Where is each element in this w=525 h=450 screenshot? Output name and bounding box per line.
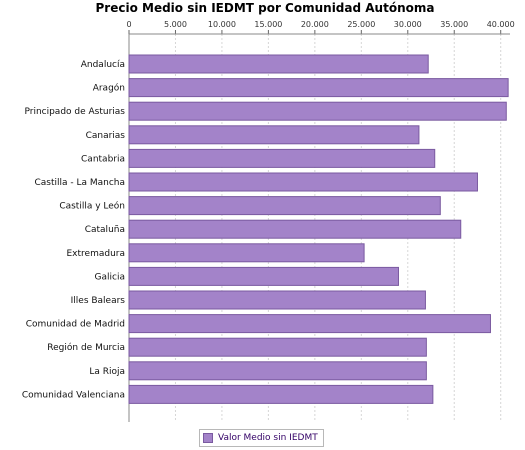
category-label: Andalucía — [81, 60, 125, 70]
category-label: Canarias — [86, 131, 126, 141]
category-label: Illes Balears — [71, 296, 126, 306]
bar — [128, 54, 429, 74]
bar — [128, 101, 507, 121]
bar — [128, 361, 427, 381]
category-label: Cataluña — [85, 225, 125, 235]
x-axis-tick-labels: 0 5.000 10.000 15.000 20.000 25.000 30.000 35.0… — [126, 20, 514, 29]
category-label: La Rioja — [89, 367, 125, 377]
chart-title: Precio Medio sin IEDMT por Comunidad Aut… — [96, 1, 435, 15]
legend: Valor Medio sin IEDMT — [199, 429, 324, 447]
legend-label: Valor Medio sin IEDMT — [218, 433, 318, 443]
category-label: Comunidad Valenciana — [22, 390, 125, 400]
category-label: Región de Murcia — [47, 342, 125, 353]
legend-swatch — [203, 433, 213, 443]
x-tick-label: 0 — [126, 20, 131, 29]
bar — [128, 148, 436, 168]
bar — [128, 196, 441, 216]
bar — [128, 337, 427, 357]
category-labels: Andalucía Aragón Principado de Asturias Can… — [22, 60, 125, 400]
bar — [128, 314, 491, 334]
x-tick-label: 5.000 — [164, 20, 187, 29]
x-tick-label: 40.000 — [487, 20, 515, 29]
grid-lines — [174, 34, 502, 422]
bar — [128, 290, 426, 310]
bar — [128, 384, 434, 404]
category-label: Aragón — [93, 83, 125, 94]
category-label: Cantabria — [81, 154, 125, 164]
x-tick-label: 30.000 — [394, 20, 422, 29]
category-label: Principado de Asturias — [24, 107, 125, 117]
bar — [128, 266, 399, 286]
x-tick-label: 15.000 — [254, 20, 282, 29]
x-tick-label: 25.000 — [347, 20, 375, 29]
bar — [128, 78, 509, 98]
bar — [128, 219, 462, 239]
category-label: Castilla - La Mancha — [34, 178, 125, 188]
x-tick-label: 10.000 — [208, 20, 236, 29]
category-label: Comunidad de Madrid — [26, 320, 125, 330]
bar — [128, 243, 365, 263]
x-tick-label: 35.000 — [440, 20, 468, 29]
category-label: Castilla y León — [59, 201, 125, 212]
category-label: Extremadura — [67, 249, 126, 259]
bar — [128, 172, 478, 192]
x-tick-label: 20.000 — [301, 20, 329, 29]
category-label: Galicia — [95, 272, 125, 282]
bar — [128, 125, 420, 145]
bars — [128, 54, 509, 404]
